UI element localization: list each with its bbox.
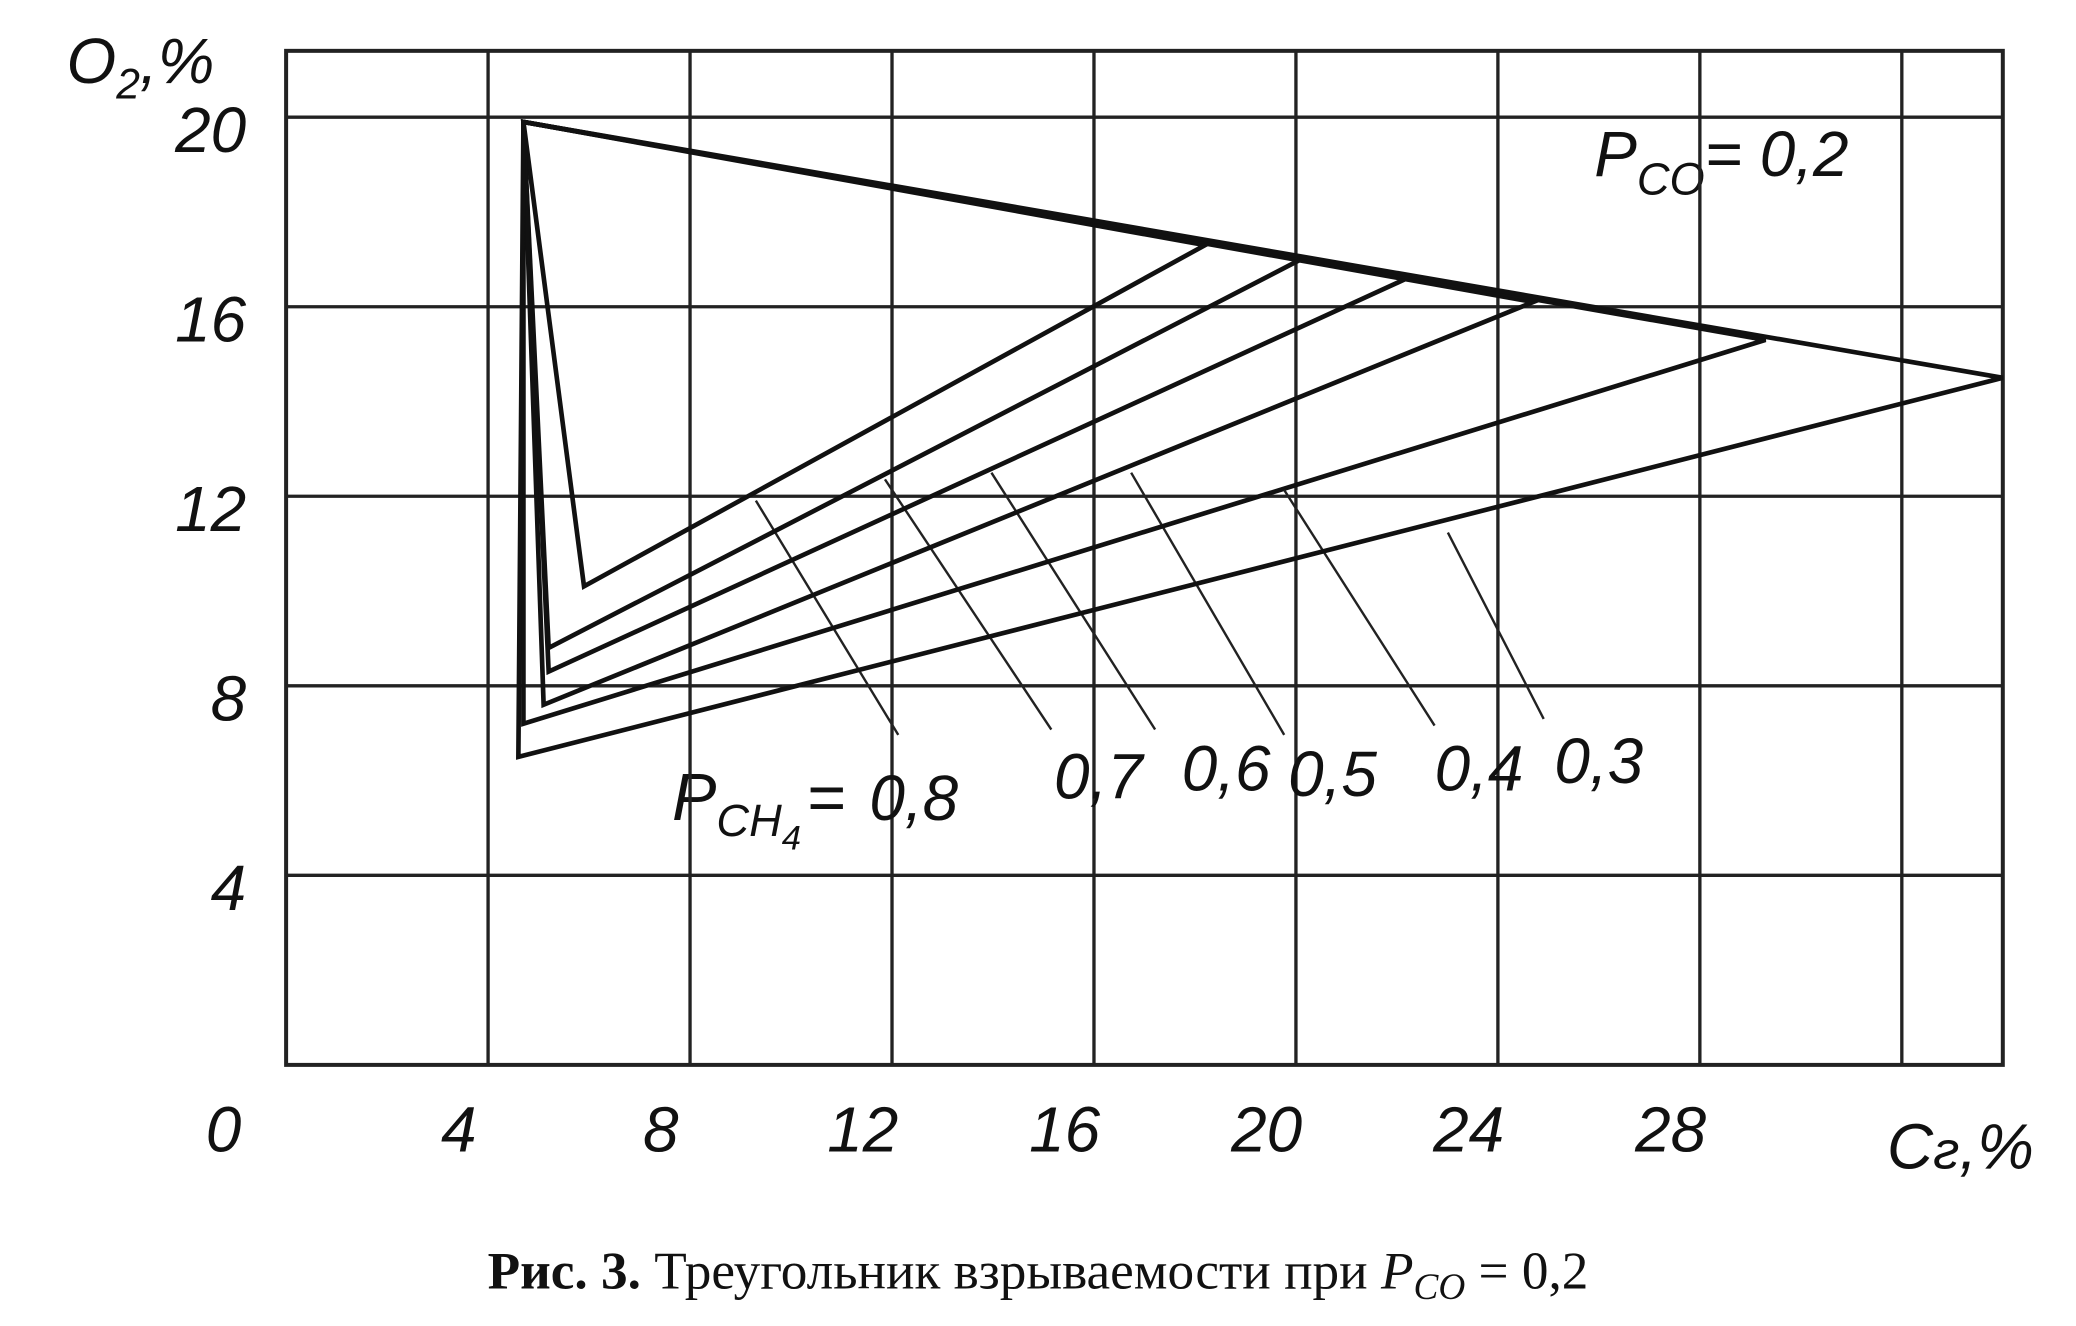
y-tick-label: 4 xyxy=(211,852,247,924)
explosion-triangle xyxy=(516,119,2004,760)
series-label: 0,8 xyxy=(869,762,958,834)
y-axis-label: O2,% xyxy=(67,25,215,109)
leader-line xyxy=(1283,489,1436,727)
series-prefix: PCH4= xyxy=(672,761,845,857)
x-tick-label: 8 xyxy=(643,1093,679,1165)
x-tick-label: 24 xyxy=(1432,1093,1504,1165)
series-label: 0,7 xyxy=(1054,741,1145,813)
y-tick-label: 16 xyxy=(175,283,247,355)
annotation: PCO= 0,2 xyxy=(1594,118,1848,205)
leader-line xyxy=(754,500,900,736)
x-axis-label: Cг,% xyxy=(1887,1111,2034,1183)
explosion-triangle xyxy=(520,119,1212,590)
explosion-triangle xyxy=(520,119,1309,652)
x-tick-label: 0 xyxy=(206,1093,242,1165)
y-tick-label: 20 xyxy=(174,94,246,166)
x-tick-label: 20 xyxy=(1230,1093,1302,1165)
explosion-triangle xyxy=(521,119,1767,727)
x-tick-label: 12 xyxy=(827,1093,898,1165)
leader-line xyxy=(1446,532,1545,720)
x-tick-label: 16 xyxy=(1029,1093,1101,1165)
y-tick-label: 12 xyxy=(175,473,246,545)
caption: Рис. 3. Треугольник взрываемости при PCO… xyxy=(488,1241,1589,1308)
leader-line xyxy=(1130,472,1286,736)
series-label: 0,6 xyxy=(1182,733,1271,805)
series-label: 0,4 xyxy=(1435,733,1524,805)
y-tick-label: 8 xyxy=(211,662,247,734)
leader-line xyxy=(990,472,1157,731)
series-label: 0,3 xyxy=(1554,725,1643,797)
series-label: 0,5 xyxy=(1288,738,1377,810)
leader-line xyxy=(883,478,1053,731)
x-tick-label: 4 xyxy=(441,1093,477,1165)
x-tick-label: 28 xyxy=(1634,1093,1707,1165)
